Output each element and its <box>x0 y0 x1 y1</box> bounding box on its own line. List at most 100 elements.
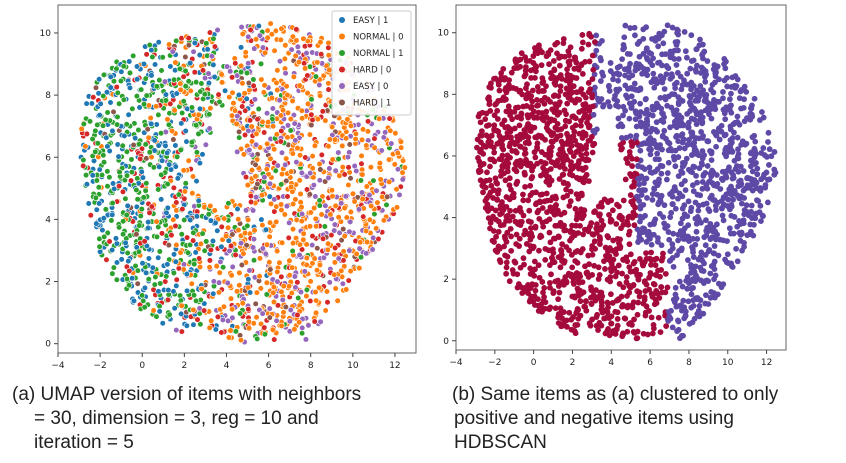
data-point <box>284 122 292 129</box>
data-point <box>243 242 250 249</box>
data-point <box>633 86 640 93</box>
data-point <box>547 304 554 311</box>
data-point <box>284 134 291 141</box>
legend-label: EASY | 0 <box>353 82 388 92</box>
data-point <box>173 241 180 249</box>
x-tick-label: 10 <box>347 361 359 371</box>
data-point <box>680 122 687 128</box>
data-point <box>265 119 272 126</box>
data-point <box>485 94 492 101</box>
data-point <box>183 271 190 278</box>
data-point <box>178 328 185 335</box>
data-point <box>134 267 141 274</box>
data-point <box>568 234 575 241</box>
data-point <box>697 264 704 271</box>
data-point <box>613 221 620 227</box>
data-point <box>545 178 552 185</box>
data-point <box>311 318 318 325</box>
data-point <box>248 138 256 145</box>
data-point <box>595 264 602 271</box>
data-point <box>607 291 614 298</box>
data-point <box>620 103 627 110</box>
data-point <box>276 259 283 266</box>
data-point <box>573 75 580 81</box>
data-point <box>206 111 213 118</box>
data-point <box>483 132 490 139</box>
data-point <box>182 83 189 90</box>
x-tick-label: −2 <box>488 358 501 368</box>
x-axis-ticks: −4 −2 0 2 4 6 8 10 12 <box>449 350 772 368</box>
data-point <box>488 132 495 139</box>
data-point <box>531 272 538 279</box>
data-point <box>716 98 722 105</box>
data-point <box>273 317 280 324</box>
data-point <box>693 228 700 235</box>
data-point <box>567 72 574 79</box>
data-point <box>236 282 243 289</box>
data-point <box>506 175 513 182</box>
data-point <box>263 166 270 173</box>
data-point <box>712 79 718 86</box>
data-point <box>129 275 136 282</box>
data-point <box>247 289 254 296</box>
data-point <box>83 100 90 107</box>
data-point <box>298 107 305 114</box>
data-point <box>263 279 270 286</box>
data-point <box>164 261 171 268</box>
data-point <box>116 168 123 176</box>
data-point <box>177 249 184 256</box>
data-point <box>179 109 186 117</box>
data-point <box>185 35 192 42</box>
data-point <box>166 41 173 48</box>
data-point <box>598 306 605 313</box>
data-point <box>694 150 700 156</box>
data-point <box>239 80 246 87</box>
data-point <box>764 176 771 183</box>
data-point <box>295 58 303 66</box>
data-point <box>508 134 514 141</box>
data-point <box>509 147 516 154</box>
data-point <box>183 322 190 329</box>
data-point <box>270 289 277 296</box>
data-point <box>483 110 490 117</box>
data-point <box>637 100 644 107</box>
data-point <box>765 139 771 145</box>
data-point <box>541 285 548 291</box>
data-point <box>107 73 114 80</box>
data-point <box>552 162 559 169</box>
data-point <box>293 37 300 44</box>
data-point <box>191 39 198 47</box>
data-point <box>675 237 681 244</box>
data-point <box>629 72 636 79</box>
data-point <box>611 96 618 102</box>
data-point <box>664 64 670 70</box>
data-point <box>308 111 315 118</box>
data-point <box>180 261 188 268</box>
data-point <box>620 46 627 53</box>
data-point <box>574 306 581 312</box>
data-point <box>660 214 667 220</box>
data-point <box>140 101 148 108</box>
data-point <box>718 284 725 291</box>
data-point <box>723 74 730 81</box>
data-point <box>620 284 627 291</box>
data-point <box>206 257 214 264</box>
data-point <box>188 280 195 287</box>
data-point <box>143 92 150 99</box>
data-point <box>211 43 219 50</box>
data-point <box>533 189 539 196</box>
caption-a-line-2: = 30, dimension = 3, reg = 10 and <box>34 408 319 429</box>
data-point <box>569 222 575 229</box>
data-point <box>282 303 289 311</box>
data-point <box>586 124 592 131</box>
data-point <box>185 157 192 164</box>
data-point <box>237 337 245 344</box>
data-point <box>495 218 502 225</box>
data-point <box>696 302 703 309</box>
data-point <box>100 92 107 100</box>
data-point <box>128 156 135 163</box>
data-point <box>485 122 492 128</box>
data-point <box>220 303 228 310</box>
data-point <box>615 103 622 110</box>
data-point <box>679 305 686 312</box>
